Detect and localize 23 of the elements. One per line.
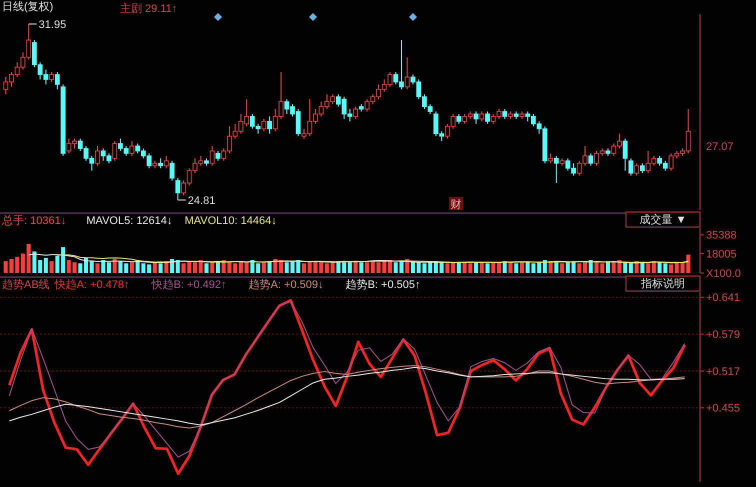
y-tick-label: X100.0 — [706, 268, 741, 280]
series-label: 总手: 10361↓ — [1, 214, 66, 227]
y-tick-label: 18005 — [706, 248, 737, 260]
text: 主剧 29.11↑ — [120, 2, 178, 15]
text: 成交量 ▼ — [640, 213, 686, 226]
annotation: 24.81 — [188, 194, 216, 207]
text: 指标说明 — [640, 278, 685, 290]
chart-title: 趋势AB线 — [2, 278, 50, 291]
y-tick-label: +0.517 — [706, 366, 740, 378]
text: 快趋A: +0.478↑ — [54, 278, 130, 291]
annotation: 31.95 — [38, 18, 66, 31]
annotation: 财 — [450, 198, 462, 211]
text: MAVOL5: 12614↓ — [86, 215, 172, 227]
text: 趋势A: +0.509↓ — [248, 278, 324, 291]
y-tick-label: 35388 — [706, 230, 737, 242]
text: 27.07 — [706, 140, 734, 153]
y-tick-label: +0.579 — [706, 329, 740, 342]
text: MAVOL10: 14464↓ — [184, 215, 277, 227]
text: 快趋B: +0.492↑ — [150, 278, 227, 291]
y-tick-label: +0.455 — [706, 402, 740, 415]
y-tick-label: +0.641 — [706, 292, 740, 304]
chart-title: 日线(复权) — [2, 0, 54, 13]
text: 趋势B: +0.505↑ — [346, 278, 421, 291]
